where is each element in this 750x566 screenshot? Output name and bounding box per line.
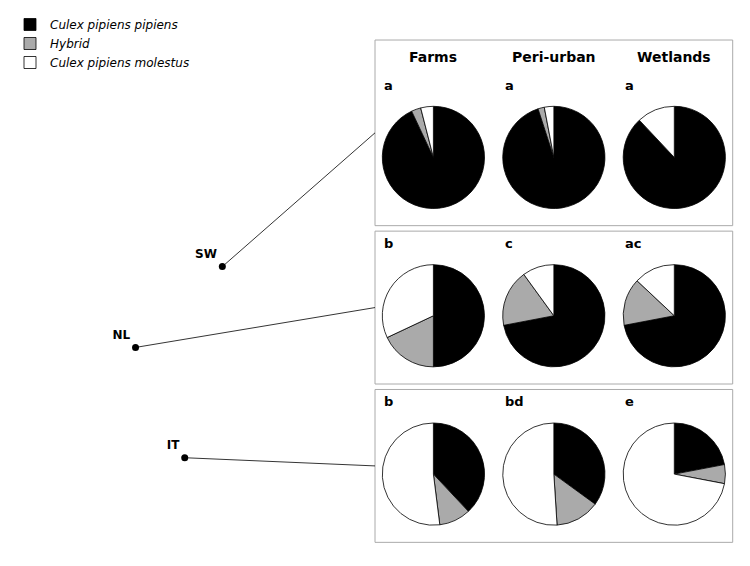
svg-text:a: a [384,78,393,93]
svg-text:a: a [625,78,634,93]
svg-text:b: b [384,236,393,251]
svg-text:NL: NL [112,328,130,342]
svg-text:e: e [625,394,634,409]
svg-text:Peri-urban: Peri-urban [512,49,596,65]
svg-text:Farms: Farms [409,49,457,65]
svg-text:IT: IT [167,438,180,452]
svg-text:Hybrid: Hybrid [50,37,90,51]
svg-text:Culex pipiens molestus: Culex pipiens molestus [50,56,189,70]
svg-text:ac: ac [625,236,641,251]
svg-text:Culex pipiens pipiens: Culex pipiens pipiens [50,18,178,32]
svg-text:b: b [384,394,393,409]
svg-text:c: c [505,236,513,251]
svg-text:Wetlands: Wetlands [637,49,711,65]
svg-text:bd: bd [505,394,524,409]
svg-text:a: a [505,78,514,93]
svg-text:SW: SW [195,247,217,261]
